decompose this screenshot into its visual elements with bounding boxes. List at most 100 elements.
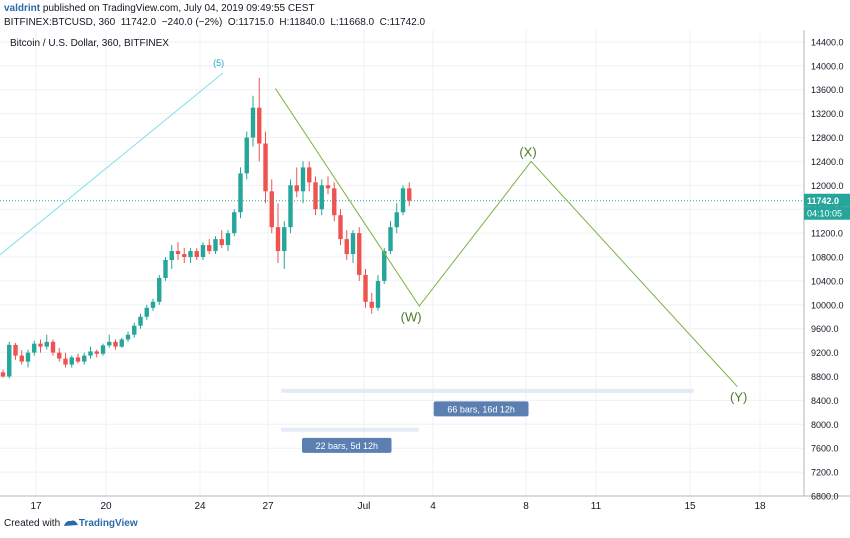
price-tick-label: 9600.0 (811, 324, 839, 334)
symbol-line: BITFINEX:BTCUSD, 360 11742.0 −240.0 (−2%… (4, 17, 425, 28)
wave-label: (5) (213, 58, 224, 68)
candle-body (50, 341, 56, 353)
price-tick-label: 10800.0 (811, 253, 844, 263)
open-label: O: (227, 17, 239, 28)
tradingview-brand[interactable]: TradingView (78, 518, 138, 529)
candle-body (344, 239, 349, 255)
chart-header: valdrint published on TradingView.com, J… (0, 0, 850, 30)
footer: Created with TradingView (4, 518, 138, 529)
candle-body (0, 372, 6, 377)
open-value: 11715.0 (238, 17, 274, 28)
chart-background (0, 30, 850, 516)
candle-body (82, 355, 87, 362)
candle-body (350, 233, 356, 255)
candle-body (132, 325, 137, 335)
candle-body (269, 191, 274, 228)
close-value: 11742.0 (389, 17, 426, 28)
high-label: H: (279, 17, 290, 28)
price-tick-label: 7600.0 (811, 444, 839, 454)
publish-line: valdrint published on TradingView.com, J… (4, 3, 315, 14)
candle-body (163, 260, 168, 278)
candle-body (225, 233, 231, 246)
candle-body (100, 345, 106, 354)
candle-body (219, 239, 224, 246)
candle-body (88, 351, 93, 356)
price-tick-label: 8800.0 (811, 372, 839, 382)
price-axis[interactable]: 6800.0 7200.0 7600.0 8000.0 8400.0 8800.0 9200… (804, 37, 850, 502)
price-tick-label: 8000.0 (811, 420, 839, 430)
price-tick-label: 13600.0 (811, 85, 844, 95)
elliott-wave-line (275, 88, 738, 388)
measure-range-bar (281, 427, 419, 432)
candle-body (94, 351, 99, 354)
last-price: 11742.0 (120, 17, 157, 28)
candle-body (207, 245, 212, 252)
candle-body (319, 185, 324, 210)
symbol: BITFINEX:BTCUSD, 360 (4, 17, 116, 28)
price-tick-label: 10000.0 (811, 300, 844, 310)
time-tick-label: 24 (194, 501, 206, 512)
candle-body (150, 301, 156, 308)
candle-body (125, 334, 131, 340)
author-name[interactable]: valdrint (4, 3, 41, 14)
candle-body (238, 173, 243, 213)
candle-body (32, 343, 37, 353)
candle-body (7, 344, 12, 377)
price-tick-label: 10400.0 (811, 276, 844, 286)
candle-body (357, 233, 362, 275)
price-tick-label: 9200.0 (811, 348, 839, 358)
candle-body (138, 316, 143, 326)
candle-body (107, 341, 112, 346)
measure-label: 22 bars, 5d 12h (315, 441, 378, 451)
measure-label: 66 bars, 16d 12h (447, 404, 515, 414)
candle-body (263, 143, 268, 192)
price-tick-label: 14000.0 (811, 61, 844, 71)
annotations: (W) (X) (Y) (5) 66 bars, 16d 12h 22 bars, 5d … (0, 58, 804, 453)
candle-body (300, 167, 306, 192)
time-tick-label: Jul (358, 501, 371, 512)
time-tick-label: 15 (684, 501, 696, 512)
candle-body (313, 182, 318, 210)
candle-body (325, 185, 331, 189)
price-tick-label: 8400.0 (811, 396, 839, 406)
candle-body (250, 107, 256, 138)
candle-body (75, 357, 81, 362)
price-tick-label: 12800.0 (811, 133, 844, 143)
time-tick-label: 4 (430, 501, 436, 512)
price-tick-label: 12400.0 (811, 157, 844, 167)
time-tick-label: 11 (591, 501, 602, 512)
candle-body (369, 301, 374, 308)
wave-label: (Y) (730, 390, 747, 405)
candle-body (57, 352, 62, 359)
time-tick-label: 20 (100, 501, 112, 512)
price-tick-label: 12000.0 (811, 181, 844, 191)
measure-label-box (433, 401, 529, 417)
price-change: −240.0 (−2%) (161, 17, 223, 28)
measure-range-bar (281, 388, 694, 393)
price-tick-label: 11200.0 (811, 229, 843, 239)
candles (0, 77, 412, 379)
low-value: 11668.0 (338, 17, 375, 28)
current-price-label: 11742.0 (807, 196, 839, 206)
low-label: L: (330, 17, 339, 28)
candle-body (232, 212, 237, 234)
candle-body (294, 185, 299, 192)
price-chart[interactable]: (W) (X) (Y) (5) 66 bars, 16d 12h 22 bars, 5d … (0, 30, 850, 516)
wave-label: (X) (519, 145, 536, 160)
candle-body (282, 227, 287, 252)
candle-body (188, 251, 193, 258)
candle-body (332, 188, 337, 216)
time-axis[interactable]: 17 20 24 27 Jul 4 8 11 15 18 (30, 501, 766, 512)
candle-body (275, 227, 281, 252)
candle-body (169, 251, 174, 261)
candle-body (194, 251, 199, 258)
current-price-badge (804, 193, 850, 207)
candle-body (363, 274, 368, 302)
created-with-label: Created with (4, 518, 61, 529)
candle-body (388, 227, 393, 252)
candle-body (44, 341, 49, 347)
candle-body (69, 357, 74, 365)
candle-body (182, 254, 187, 258)
candle-body (38, 343, 43, 347)
candle-body (338, 215, 343, 240)
